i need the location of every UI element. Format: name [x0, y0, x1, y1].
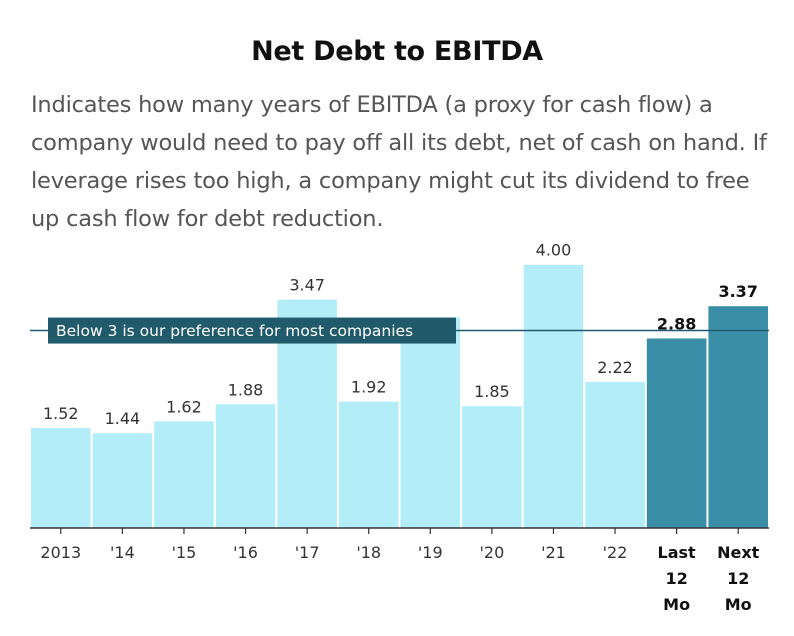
bar-9 [585, 381, 645, 528]
bar-2 [154, 421, 214, 528]
value-labels-layer: 1.52 1.44 1.62 1.88 3.47 1.92 1.85 4.00 2.22 2.88… [43, 241, 758, 428]
x-tick-label-9: '22 [603, 543, 628, 562]
bar-11 [708, 306, 768, 528]
bar-3 [215, 404, 276, 528]
bar-8 [523, 264, 584, 528]
reference-line-layer: Below 3 is our preference for most compa… [30, 317, 769, 344]
value-label-7: 1.85 [474, 382, 510, 401]
x-tick-label-5: '18 [356, 543, 381, 562]
x-axis: 2013 '14 '15 '16 '17 '18 '19 '20 '21 '22 Last 12 Mo N… [30, 527, 769, 614]
x-tick-label-3: '16 [233, 543, 258, 562]
bar-1 [92, 433, 153, 528]
bar-7 [462, 406, 522, 528]
reference-line-label-bg [48, 317, 456, 344]
x-tick-label-11: Next 12 Mo [717, 543, 760, 614]
x-tick-label-10: Last 12 Mo [658, 543, 697, 614]
x-tick-label-1: '14 [110, 543, 135, 562]
x-tick-label-4: '17 [295, 543, 320, 562]
bars-layer [31, 264, 768, 528]
value-label-10: 2.88 [657, 314, 696, 333]
value-label-8: 4.00 [536, 241, 572, 260]
value-label-1: 1.44 [105, 409, 141, 428]
value-label-11: 3.37 [718, 282, 757, 301]
bar-6 [400, 317, 461, 528]
x-tick-label-6: '19 [418, 543, 443, 562]
x-tick-label-8: '21 [541, 543, 566, 562]
bar-10 [646, 338, 707, 528]
x-tick-label-2: '15 [172, 543, 197, 562]
x-tick-label-7: '20 [479, 543, 504, 562]
value-label-2: 1.62 [166, 397, 202, 416]
chart-title: Net Debt to EBITDA [251, 36, 543, 67]
chart-subtitle: Indicates how many years of EBITDA (a pr… [31, 92, 767, 232]
bar-0 [31, 427, 91, 528]
value-label-4: 3.47 [289, 276, 325, 295]
x-tick-label-0: 2013 [40, 543, 81, 562]
value-label-0: 1.52 [43, 404, 79, 423]
value-label-5: 1.92 [351, 378, 387, 397]
bar-5 [338, 401, 399, 528]
value-label-9: 2.22 [597, 358, 633, 377]
value-label-3: 1.88 [228, 380, 264, 399]
reference-line-label: Below 3 is our preference for most compa… [56, 322, 413, 340]
